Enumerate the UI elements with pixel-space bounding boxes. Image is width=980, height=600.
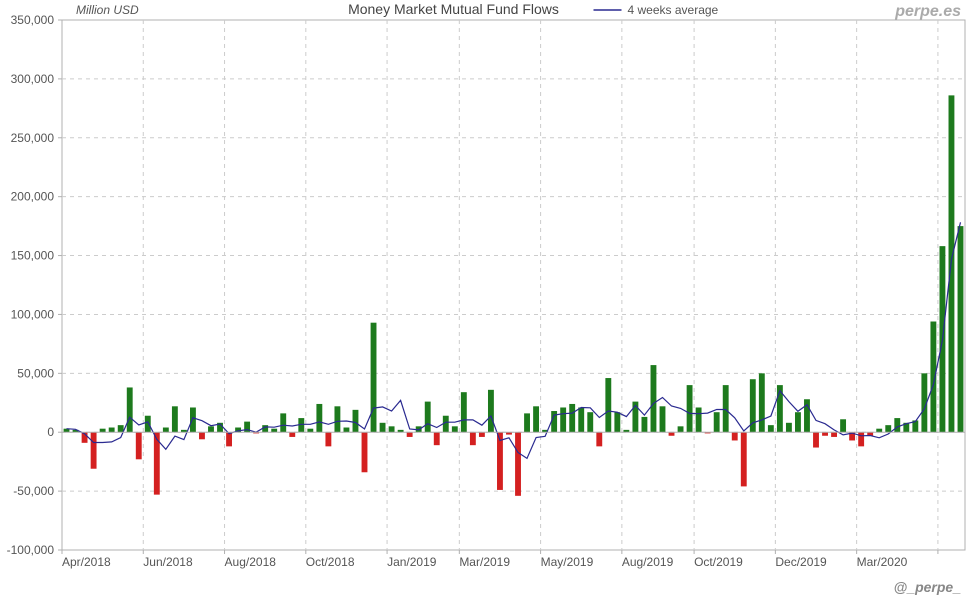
bar bbox=[452, 426, 458, 432]
bar bbox=[614, 412, 620, 432]
bar bbox=[280, 413, 286, 432]
y-tick-label: 200,000 bbox=[11, 190, 55, 204]
bar bbox=[732, 432, 738, 440]
bar bbox=[885, 425, 891, 432]
y-tick-label: 100,000 bbox=[11, 307, 55, 321]
bar bbox=[696, 407, 702, 432]
y-tick-label: 50,000 bbox=[17, 366, 54, 380]
bar bbox=[479, 432, 485, 437]
chart-title: Money Market Mutual Fund Flows bbox=[348, 1, 559, 17]
bar bbox=[362, 432, 368, 472]
bar bbox=[434, 432, 440, 445]
bar bbox=[325, 432, 331, 446]
x-tick-label: Mar/2020 bbox=[857, 555, 908, 569]
bar bbox=[723, 385, 729, 432]
bar bbox=[118, 425, 124, 432]
bar bbox=[380, 423, 386, 432]
bar bbox=[461, 392, 467, 432]
bar bbox=[524, 413, 530, 432]
y-tick-label: 350,000 bbox=[11, 13, 55, 27]
bar bbox=[127, 387, 133, 432]
bar bbox=[307, 429, 313, 433]
bar bbox=[533, 406, 539, 432]
chart-svg: -100,000 -50,000 0 50,000 100,000 150,000 200,… bbox=[0, 0, 980, 600]
bar bbox=[958, 226, 964, 432]
bar bbox=[578, 407, 584, 432]
x-tick-label: Aug/2019 bbox=[622, 555, 674, 569]
bar bbox=[208, 426, 214, 432]
y-tick-label: 150,000 bbox=[11, 249, 55, 263]
bar bbox=[316, 404, 322, 432]
chart-container: -100,000 -50,000 0 50,000 100,000 150,000 200,… bbox=[0, 0, 980, 600]
bar bbox=[651, 365, 657, 432]
bar bbox=[759, 373, 765, 432]
bar bbox=[660, 406, 666, 432]
bar bbox=[91, 432, 97, 469]
x-tick-label: Aug/2018 bbox=[225, 555, 277, 569]
bar bbox=[687, 385, 693, 432]
bar bbox=[822, 432, 828, 436]
bar bbox=[741, 432, 747, 486]
bar bbox=[642, 417, 648, 432]
bar bbox=[109, 428, 115, 433]
bar bbox=[894, 418, 900, 432]
bar bbox=[271, 429, 277, 433]
brand-label: perpe.es bbox=[894, 3, 961, 20]
y-axis-unit: Million USD bbox=[76, 3, 139, 17]
bar bbox=[136, 432, 142, 459]
y-tick-label: -50,000 bbox=[13, 484, 54, 498]
bar bbox=[596, 432, 602, 446]
bar bbox=[831, 432, 837, 437]
bar bbox=[172, 406, 178, 432]
bar bbox=[344, 428, 350, 433]
x-tick-label: Mar/2019 bbox=[459, 555, 510, 569]
bar bbox=[678, 426, 684, 432]
x-tick-label: Oct/2018 bbox=[306, 555, 355, 569]
bar bbox=[515, 432, 521, 496]
x-tick-label: Jan/2019 bbox=[387, 555, 437, 569]
bar bbox=[389, 426, 395, 432]
bar bbox=[786, 423, 792, 432]
bar bbox=[488, 390, 494, 432]
bar bbox=[795, 412, 801, 432]
bar bbox=[163, 428, 169, 433]
bar bbox=[425, 402, 431, 433]
legend-line-label: 4 weeks average bbox=[628, 3, 719, 17]
bar bbox=[768, 425, 774, 432]
y-tick-label: 250,000 bbox=[11, 131, 55, 145]
bar bbox=[605, 378, 611, 432]
bar bbox=[858, 432, 864, 446]
bar bbox=[353, 410, 359, 432]
y-tick-label: 300,000 bbox=[11, 72, 55, 86]
bar bbox=[190, 407, 196, 432]
y-tick-label: -100,000 bbox=[7, 543, 55, 557]
bar bbox=[813, 432, 819, 447]
x-tick-label: Oct/2019 bbox=[694, 555, 743, 569]
x-tick-label: Dec/2019 bbox=[775, 555, 827, 569]
bar bbox=[289, 432, 295, 437]
x-tick-label: May/2019 bbox=[541, 555, 594, 569]
bar bbox=[470, 432, 476, 445]
bar bbox=[371, 323, 377, 433]
bar bbox=[407, 432, 413, 437]
bar bbox=[560, 407, 566, 432]
bar bbox=[100, 429, 106, 433]
bar bbox=[334, 406, 340, 432]
footer-handle: @_perpe_ bbox=[894, 579, 962, 595]
x-tick-label: Apr/2018 bbox=[62, 555, 111, 569]
bar bbox=[199, 432, 205, 439]
bar bbox=[714, 412, 720, 432]
y-tick-label: 0 bbox=[47, 425, 54, 439]
bar bbox=[840, 419, 846, 432]
bar bbox=[587, 412, 593, 432]
bar bbox=[569, 404, 575, 432]
bar bbox=[669, 432, 675, 436]
x-tick-label: Jun/2018 bbox=[143, 555, 193, 569]
bar bbox=[876, 429, 882, 433]
bar bbox=[145, 416, 151, 432]
